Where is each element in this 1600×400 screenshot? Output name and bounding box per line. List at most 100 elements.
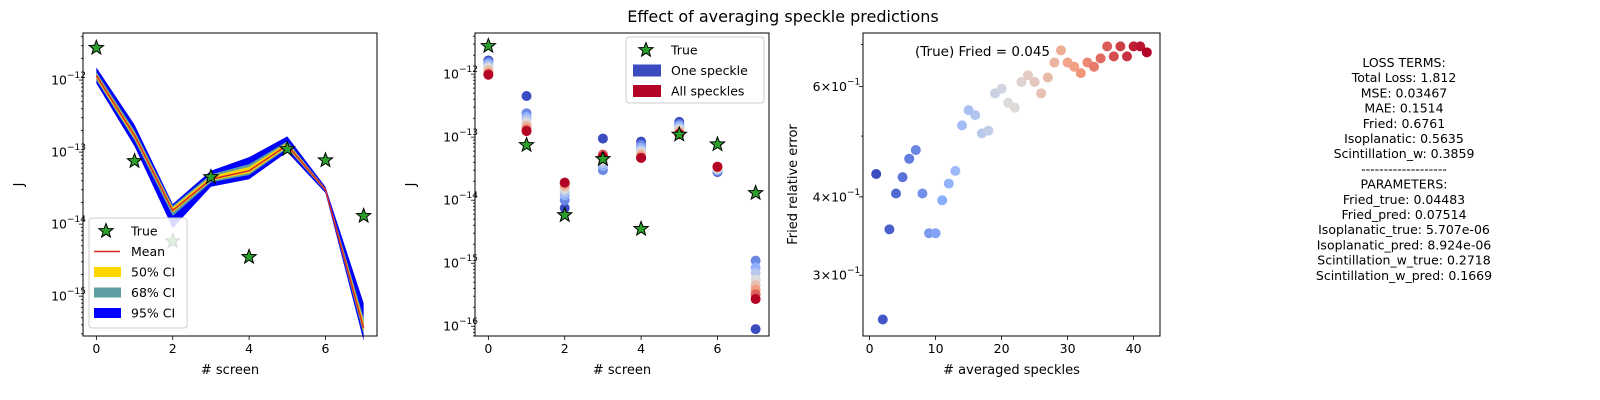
all-speckles-point [483, 69, 494, 80]
all-speckles-point [712, 161, 723, 172]
all-speckles-point [559, 177, 570, 188]
one-speckle-point [521, 91, 532, 102]
legend-entry-label: 95% CI [131, 306, 175, 321]
panel-2-ytick-exponent: −15 [459, 254, 478, 264]
fried-error-point [996, 83, 1007, 94]
panel-3-ytick-label: 4×10 [813, 189, 847, 204]
loss-panel-line: ------------------- [1361, 161, 1447, 176]
true-value-point [87, 38, 105, 56]
fried-error-point [1108, 51, 1119, 62]
panel-2-ytick-exponent: −12 [459, 65, 478, 75]
panel-2-ytick-label: 10 [443, 193, 459, 208]
fried-error-point [957, 120, 967, 131]
panel-1-ytick-exponent: −15 [67, 287, 86, 297]
panel-3-ytick-exponent: −1 [847, 77, 860, 87]
true-value-point [594, 150, 612, 167]
legend-entry-label: True [670, 43, 698, 58]
panel-3-xtick-label: 40 [1126, 341, 1142, 356]
true-value-point [518, 136, 536, 153]
loss-panel-line: Isoplanatic: 0.5635 [1344, 131, 1464, 146]
panel-3-plot: 0 10 20 30 403×10 −14×10 −16×10 −1# averaged sp… [786, 32, 1161, 378]
true-value-point [316, 151, 334, 168]
panel-1-frame [82, 32, 378, 337]
legend-entry-label: One speckle [671, 63, 748, 78]
loss-panel-line: Scintillation_w: 0.3859 [1334, 146, 1475, 161]
panel-2-ylabel: J [404, 183, 419, 188]
loss-panel-line: MSE: 0.03467 [1361, 85, 1448, 100]
true-value-point [708, 135, 726, 152]
legend-entry-label: 68% CI [131, 285, 175, 300]
fried-error-point [884, 224, 895, 235]
fried-error-point [910, 145, 921, 156]
fried-error-point [1069, 61, 1080, 72]
loss-panel-line: Scintillation_w_pred: 0.1669 [1316, 268, 1492, 283]
panel-1-ytick-label: 10 [51, 217, 67, 232]
panel-1-xtick-label: 2 [169, 341, 177, 356]
panel-2-frame [474, 32, 770, 337]
panel-3-ytick-exponent: −1 [847, 266, 860, 276]
legend-speckle-marker [633, 85, 661, 97]
fried-error-point [943, 178, 954, 189]
fried-error-point [1141, 47, 1152, 58]
legend-entry-label: Mean [131, 244, 165, 259]
fried-error-point [1095, 53, 1106, 64]
true-value-point [355, 207, 373, 224]
all-speckles-point [750, 294, 761, 305]
legend-entry-label: True [130, 224, 158, 239]
panel-2-xtick-label: 4 [637, 341, 645, 356]
fried-error-point [1122, 51, 1132, 62]
loss-panel-line: Fried: 0.6761 [1363, 116, 1445, 131]
legend-entry-label: 50% CI [131, 265, 175, 280]
panel-1-ylabel: J [12, 183, 27, 188]
fried-error-point [970, 110, 981, 121]
loss-panel-line: Isoplanatic_pred: 8.924e-06 [1317, 237, 1492, 252]
panel-3-annotation: (True) Fried = 0.045 [915, 44, 1050, 60]
panel-2-ytick-exponent: −13 [459, 128, 478, 138]
fried-error-point [1102, 41, 1113, 52]
fried-error-point [950, 165, 961, 176]
legend-ci-marker [94, 308, 121, 318]
fried-error-point [1115, 41, 1126, 52]
one-speckle-point [750, 324, 761, 335]
panel-1-xtick-label: 0 [92, 341, 100, 356]
legend-true-marker [637, 41, 655, 58]
panel-2-ytick-label: 10 [443, 319, 459, 334]
loss-panel-line: Fried_pred: 0.07514 [1341, 207, 1466, 222]
panel-1-ytick-label: 10 [51, 73, 67, 88]
true-value-point [240, 248, 258, 265]
loss-panel-line: PARAMETERS: [1360, 177, 1447, 192]
panel-1-ytick-exponent: −14 [67, 215, 86, 225]
fried-error-point [1089, 61, 1099, 72]
panel-1-ytick-exponent: −12 [67, 71, 86, 81]
loss-panel-line: MAE: 0.1514 [1364, 101, 1443, 116]
panel-1-ytick-label: 10 [51, 145, 67, 160]
panel-3-xtick-label: 10 [928, 341, 944, 356]
panel-2-xtick-label: 2 [561, 341, 569, 356]
panel-2-xtick-label: 0 [484, 341, 492, 356]
all-speckles-point [521, 126, 532, 137]
panel-1-ytick-exponent: −13 [67, 143, 86, 153]
panel-1-xtick-label: 6 [321, 341, 329, 356]
fried-error-point [1016, 76, 1027, 87]
panel-3-ylabel: Fried relative error [786, 124, 801, 245]
fried-error-point [891, 188, 901, 199]
fried-error-point [871, 169, 882, 180]
loss-panel-line: Fried_true: 0.04483 [1343, 192, 1465, 207]
fried-error-point [1042, 72, 1053, 83]
legend-true-marker [97, 222, 115, 239]
panel-2-ytick-label: 10 [443, 67, 459, 82]
panel-2-ytick-label: 10 [443, 130, 459, 145]
true-value-point [202, 168, 220, 185]
true-value-point [278, 140, 296, 157]
panel-3-xlabel: # averaged speckles [943, 363, 1080, 378]
figure-title: Effect of averaging speckle predictions [627, 7, 939, 26]
legend-ci-marker [94, 267, 121, 277]
fried-error-point [1023, 70, 1033, 81]
true-value-point [556, 206, 574, 223]
panel-1-ytick-label: 10 [51, 289, 67, 304]
fried-error-point [877, 314, 888, 325]
